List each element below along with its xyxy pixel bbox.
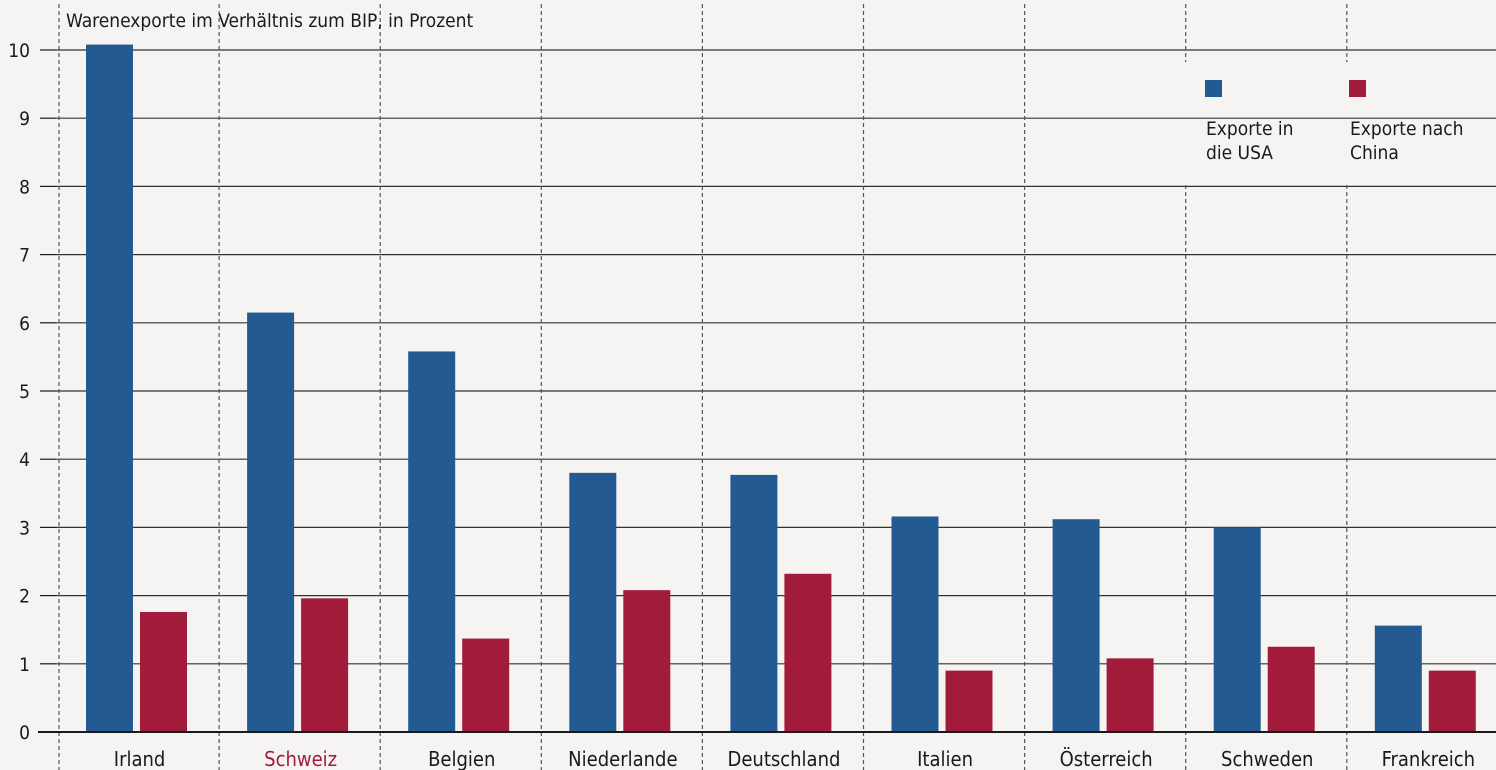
legend-swatch-0 (1205, 80, 1222, 97)
y-tick-label: 0 (19, 722, 30, 744)
bar-china-4 (784, 573, 832, 732)
bar-usa-1 (247, 312, 295, 732)
bar-usa-7 (1213, 527, 1261, 732)
bar-usa-3 (569, 472, 617, 732)
x-tick-label: Niederlande (568, 747, 677, 770)
bar-usa-0 (86, 44, 133, 732)
bars (86, 44, 1476, 732)
x-tick-label: Frankreich (1382, 747, 1475, 770)
bar-china-6 (1106, 658, 1154, 732)
bar-china-7 (1267, 646, 1315, 732)
bar-china-2 (462, 638, 510, 732)
x-tick-label: Österreich (1060, 747, 1153, 770)
bar-china-1 (301, 598, 349, 732)
y-tick-label: 5 (19, 381, 30, 403)
legend-label: Exporte nach (1350, 118, 1463, 140)
chart-title: Warenexporte im Verhältnis zum BIP, in P… (66, 10, 474, 32)
legend-label: Exporte in (1206, 118, 1293, 140)
x-tick-label: Schweiz (264, 747, 337, 770)
legend-label: China (1350, 142, 1399, 164)
x-tick-label: Belgien (428, 747, 495, 770)
bar-china-3 (623, 590, 671, 732)
y-tick-label: 8 (19, 176, 30, 198)
y-tick-label: 10 (8, 40, 30, 62)
y-tick-label: 6 (19, 313, 30, 335)
x-tick-label: Deutschland (727, 747, 840, 770)
y-tick-label: 3 (19, 517, 30, 539)
y-tick-label: 2 (19, 586, 30, 608)
bar-usa-2 (408, 351, 456, 732)
x-tick-label: Schweden (1221, 747, 1313, 770)
y-tick-label: 9 (19, 108, 30, 130)
legend-swatch-1 (1349, 80, 1366, 97)
axes: 0 1 2 3 4 5 6 7 8 9 10 Irland Schweiz Belgien Niederla… (8, 40, 1496, 770)
bar-china-8 (1428, 670, 1476, 732)
y-tick-label: 7 (19, 245, 30, 267)
bar-china-0 (140, 611, 187, 732)
x-tick-label: Italien (917, 747, 973, 770)
y-tick-label: 1 (19, 654, 30, 676)
bar-china-5 (945, 670, 993, 732)
bar-usa-4 (730, 474, 778, 732)
y-tick-label: 4 (19, 449, 30, 471)
bar-usa-8 (1374, 625, 1422, 732)
bar-usa-5 (891, 516, 939, 732)
x-tick-label: Irland (114, 747, 166, 770)
bar-usa-6 (1052, 519, 1100, 732)
legend-label: die USA (1206, 142, 1273, 164)
